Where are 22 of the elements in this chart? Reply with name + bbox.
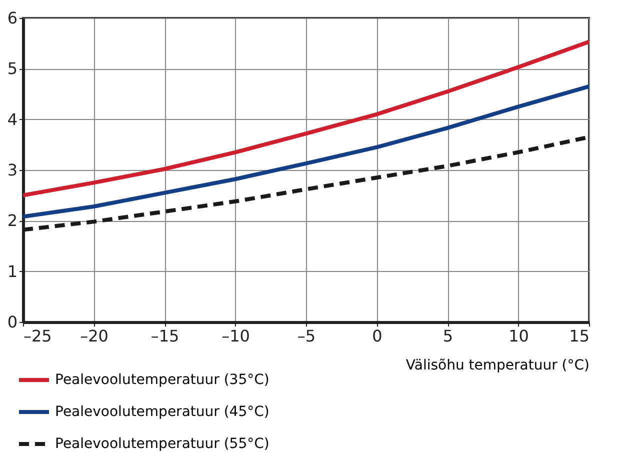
x-tick-label: –20 [80,326,108,346]
x-tick-label: –15 [150,326,180,346]
legend-label: Pealevoolutemperatuur (35°C) [55,372,270,388]
y-tick-label: 1 [7,262,18,281]
legend-label: Pealevoolutemperatuur (55°C) [55,436,270,452]
y-tick-label: 2 [7,211,18,230]
x-tick-label: 10 [508,326,529,346]
line-series [23,84,589,219]
x-tick-label: –5 [297,326,316,346]
legend-label: Pealevoolutemperatuur (45°C) [55,404,270,420]
x-tick-label: 0 [372,326,382,346]
y-tick-label: 3 [7,160,18,180]
x-tick-label: –25 [24,326,52,346]
x-tick-label: –10 [222,326,250,346]
x-tick-label: 5 [442,326,454,346]
y-tick-label: 6 [7,8,18,28]
line-series [23,40,589,198]
y-tick-label: 5 [7,59,18,78]
y-tick-label: 0 [7,312,18,332]
x-tick-label: 15 [569,326,590,346]
x-axis-title: Välisõhu temperatuur (°C) [406,358,590,374]
y-tick-label: 4 [7,110,18,129]
